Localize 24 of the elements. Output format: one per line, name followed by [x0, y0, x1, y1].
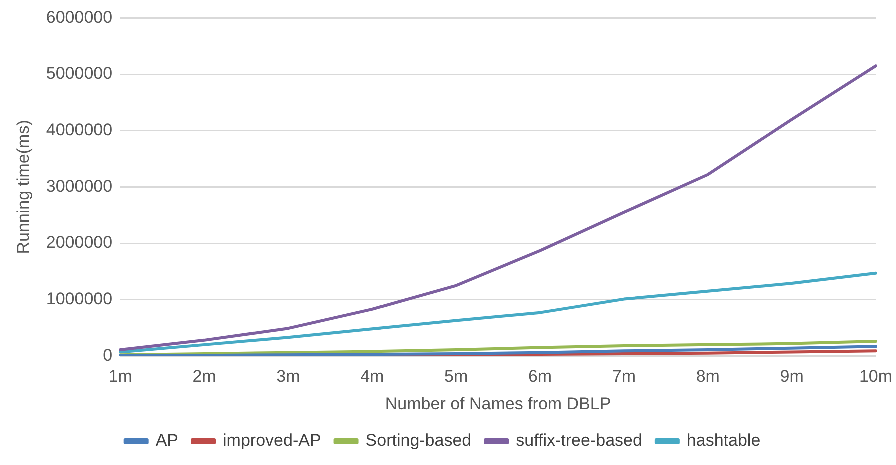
y-tick-label: 3000000 — [46, 176, 113, 196]
x-tick-label: 3m — [276, 367, 300, 386]
x-tick-label: 4m — [360, 367, 384, 386]
y-tick-label: 1000000 — [46, 290, 113, 309]
x-tick-label: 2m — [192, 367, 216, 386]
legend-label: AP — [156, 431, 179, 450]
y-tick-label: 0 — [103, 346, 113, 365]
x-axis-title: Number of Names from DBLP — [385, 394, 612, 414]
y-tick-label: 6000000 — [46, 8, 113, 27]
legend-label: improved-AP — [223, 431, 322, 450]
y-tick-label: 5000000 — [46, 64, 113, 84]
x-tick-label: 7m — [612, 367, 636, 386]
x-tick-label: 5m — [444, 367, 468, 386]
x-tick-label: 10m — [859, 367, 893, 386]
y-axis-title: Running time(ms) — [14, 120, 33, 254]
legend-label: hashtable — [686, 431, 761, 450]
x-tick-label: 6m — [528, 367, 552, 386]
y-tick-label: 2000000 — [46, 233, 113, 252]
y-tick-label: 4000000 — [46, 120, 113, 140]
legend-label: suffix-tree-based — [516, 431, 642, 450]
x-tick-label: 8m — [696, 367, 720, 386]
x-tick-label: 1m — [108, 367, 132, 386]
x-tick-label: 9m — [780, 367, 804, 386]
legend-label: Sorting-based — [366, 431, 472, 450]
